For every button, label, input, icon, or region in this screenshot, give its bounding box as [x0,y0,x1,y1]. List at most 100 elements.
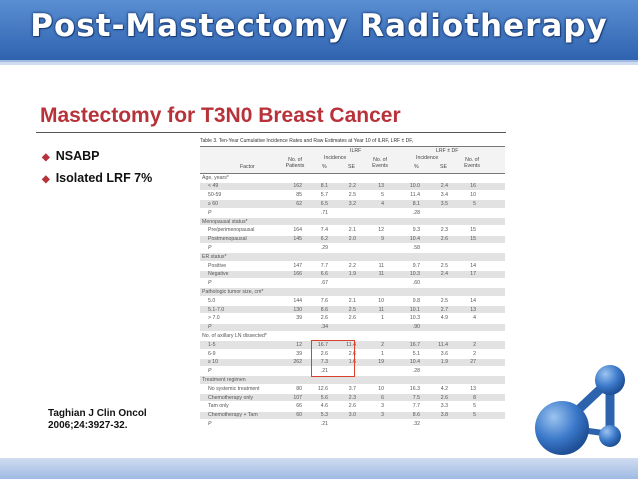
table-cell: 6 [381,394,384,401]
table-cell: 7.4 [320,227,328,234]
table-row: P .67 .60 [200,280,505,287]
table-row: Tam only 66 4.6 2.6 3 7.7 3.3 5 [200,403,505,410]
table-cell: .21 [320,368,328,375]
table-cell: 2.5 [440,297,448,304]
row-label: No systemic treatment [208,385,260,392]
table-row: P .34 .90 [200,323,505,331]
table-cell: 10 [378,297,384,304]
bullet-icon: ◆ [42,152,50,163]
table-cell: 9 [381,236,384,243]
table-cell: 2.1 [348,297,356,304]
table-cell: 2.3 [440,227,448,234]
header-pct-2: % [414,164,419,170]
title-banner: Post-Mastectomy Radiotherapy [0,0,638,62]
table-cell: 5.1 [412,350,420,357]
table-cell: 107 [293,394,302,401]
table-cell: 10.1 [409,306,420,313]
incidence-table: Table 3. Ten-Year Cumulative Incidence R… [200,138,505,428]
table-cell: .90 [412,324,420,331]
table-row: P .21 .32 [200,420,505,427]
table-cell: 5 [473,412,476,419]
table-cell: 12 [296,341,302,348]
table-cell: 2.6 [320,315,328,322]
table-cell: 15 [470,227,476,234]
table-cell: 1 [381,315,384,322]
table-cell: 13 [470,385,476,392]
table-cell: 5 [473,200,476,207]
table-cell: 2.2 [348,183,356,190]
header-se-2: SE [440,164,447,170]
table-cell: 16.3 [409,385,420,392]
table-cell: 2.3 [348,394,356,401]
table-row: 1-5 12 16.7 11.4 2 16.7 11.4 2 [200,341,505,349]
table-cell: 60 [296,412,302,419]
row-label: Postmenopausal [208,236,247,243]
slide-content: Mastectomy for T3N0 Breast Cancer ◆ NSABP… [30,98,508,438]
table-row: > 7.0 39 2.6 2.6 1 10.3 4.9 4 [200,315,505,322]
table-cell: 2.1 [348,227,356,234]
table-cell: 11 [378,262,384,269]
table-cell: 2.5 [348,192,356,199]
table-cell: 2.6 [348,350,356,357]
table-cell: 2.4 [440,183,448,190]
table-cell: 14 [470,297,476,304]
table-row: P .71 .28 [200,209,505,216]
table-cell: .67 [320,280,328,287]
table-cell: 8.1 [412,200,420,207]
row-label: 6-9 [208,350,216,357]
table-cell: 11.4 [346,341,356,348]
table-cell: 2.6 [440,394,448,401]
table-section-row: Age, years* [200,174,505,181]
row-label: P [208,324,212,331]
table-row: < 49 162 8.1 2.2 13 10.0 2.4 16 [200,182,505,191]
citation-line: 2006;24:3927-32. [48,420,128,431]
table-cell: 262 [293,359,302,366]
bullet-text: Isolated LRF 7% [55,171,153,185]
table-cell: 12.6 [317,385,328,392]
table-section-row: ER status* [200,253,505,261]
table-row: P .29 .58 [200,244,505,251]
header-patients: No. of Patients [285,157,305,169]
slide-title: Mastectomy for T3N0 Breast Cancer [40,104,401,127]
table-cell: 9.7 [412,262,420,269]
table-cell: 2.5 [348,306,356,313]
table-cell: 27 [470,359,476,366]
header-group-lrf: LRF ± DF [436,148,459,154]
table-cell: 2 [381,341,384,348]
table-cell: 4.9 [440,315,448,322]
table-cell: 5.7 [320,192,328,199]
table-cell: 8.6 [412,412,420,419]
header-se-1: SE [348,164,355,170]
table-cell: 1.9 [348,271,356,278]
table-cell: 11 [378,306,384,313]
table-cell: .34 [320,324,328,331]
header-group-ilrf: ILRF [350,148,362,154]
header-events-1: No. of Events [372,157,388,169]
highlight-box [311,340,355,378]
table-cell: 16 [470,183,476,190]
table-cell: 39 [296,315,302,322]
table-cell: 10.4 [409,359,420,366]
table-cell: 3.5 [440,200,448,207]
table-cell: 5 [381,192,384,199]
table-cell: 10.0 [409,183,420,190]
table-cell: 13 [470,306,476,313]
row-label: 5.0 [208,297,216,304]
row-label: < 49 [208,183,219,190]
table-row: Pre/perimenopausal 164 7.4 2.1 12 9.3 2.3 15 [200,227,505,234]
table-cell: .58 [412,244,420,251]
table-cell: 162 [293,183,302,190]
table-cell: 3.4 [440,192,448,199]
table-cell: 5.6 [320,394,328,401]
table-cell: 5.3 [320,412,328,419]
table-section-row: Menopausal status* [200,218,505,226]
molecule-logo-icon [535,365,625,455]
table-section-row: Treatment regimen [200,376,505,384]
table-cell: 2.6 [348,403,356,410]
table-cell: 3.6 [440,350,448,357]
row-label: Chemotherapy + Tam [208,412,258,419]
row-label: Positive [208,262,227,269]
table-cell: 7.7 [412,403,420,410]
table-cell: .29 [320,244,328,251]
table-cell: 166 [293,271,302,278]
